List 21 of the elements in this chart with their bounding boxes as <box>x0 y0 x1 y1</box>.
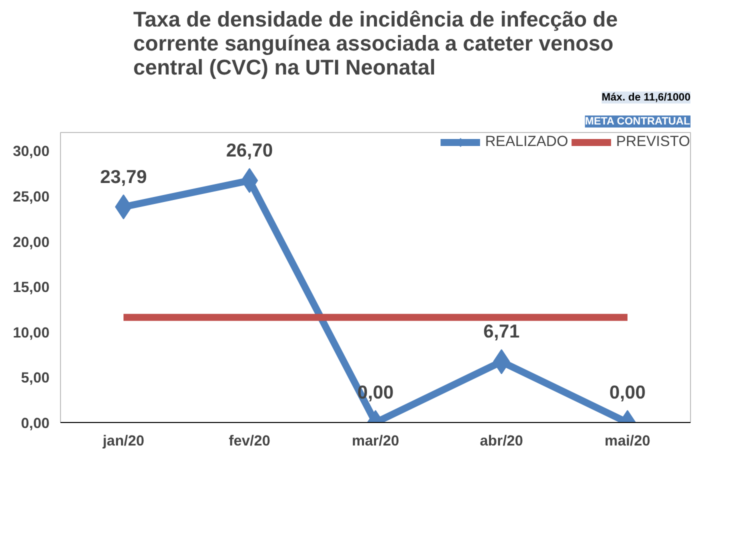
x-tick-label: jan/20 <box>102 434 144 450</box>
y-tick-label: 20,00 <box>12 234 50 251</box>
legend-label: REALIZADO <box>485 134 568 150</box>
data-label: 26,70 <box>226 140 273 161</box>
chart-title: Taxa de densidade de incidência de infecção de corrente sanguínea associada a cateter venoso central (CVC) na UTI Neonatal <box>133 8 618 80</box>
x-tick-label: fev/20 <box>228 434 270 450</box>
y-tick-label: 25,00 <box>12 189 50 206</box>
y-tick-label: 10,00 <box>12 325 50 342</box>
y-tick-label: 5,00 <box>20 370 50 387</box>
y-tick-label: 0,00 <box>20 416 50 432</box>
legend-label: PREVISTO <box>616 134 690 150</box>
text: META CONTRATUAL <box>584 116 691 128</box>
x-tick-label: abr/20 <box>480 434 524 450</box>
text: Máx. de 11,6/1000 <box>602 92 691 104</box>
data-label: 6,71 <box>483 320 520 342</box>
y-tick-label: 30,00 <box>12 144 50 160</box>
data-label: 23,79 <box>100 166 147 187</box>
y-tick-label: 15,00 <box>12 280 50 296</box>
data-label: 0,00 <box>609 382 646 402</box>
x-tick-label: mar/20 <box>352 434 400 450</box>
x-tick-label: mai/20 <box>604 434 650 450</box>
